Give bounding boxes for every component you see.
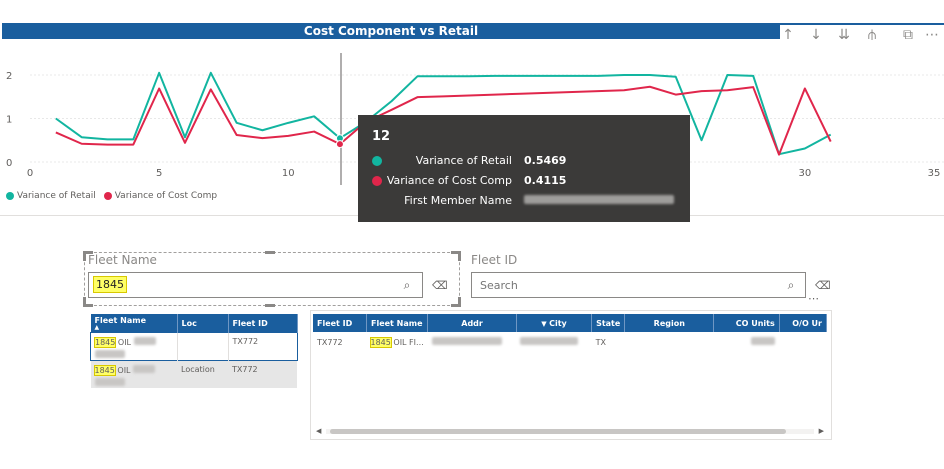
legend-label: Variance of Retail — [17, 191, 96, 201]
y-tick-label: 1 — [6, 115, 12, 126]
horizontal-scrollbar[interactable]: ◀ ▶ — [316, 427, 824, 436]
cell-city — [516, 332, 591, 352]
title-bar-accent — [780, 23, 944, 25]
fleet-details-table-viewport: Fleet ID Fleet Name Addr ▼ City State Re… — [313, 314, 827, 352]
cell-fleet-name: 1845 OIL — [91, 361, 178, 389]
series-line-cost-comp — [55, 85, 832, 156]
double-arrow-down-icon[interactable]: ⇊ — [838, 27, 850, 43]
y-tick-label: 2 — [6, 71, 12, 82]
fleet-id-slicer-title: Fleet ID — [471, 253, 518, 267]
tooltip-row-cost-comp: Variance of Cost Comp 0.4115 — [358, 171, 690, 191]
column-header-fleet-name[interactable]: Fleet Name ▲ — [90, 314, 178, 333]
hover-point-cost-comp — [335, 140, 344, 149]
legend-item-retail[interactable]: Variance of Retail — [6, 191, 96, 201]
column-header-fleet-id[interactable]: Fleet ID — [228, 314, 298, 333]
legend-label: Variance of Cost Comp — [114, 191, 218, 201]
fleet-details-table: Fleet ID Fleet Name Addr ▼ City State Re… — [313, 314, 827, 352]
x-tick-label: 30 — [798, 168, 811, 179]
column-header-city[interactable]: ▼ City — [516, 314, 593, 332]
scroll-right-icon[interactable]: ▶ — [818, 427, 824, 435]
redacted-value — [524, 194, 674, 207]
tooltip-value: 0.5469 — [524, 154, 567, 167]
chart-tooltip: 12 Variance of Retail 0.5469 Variance of… — [358, 115, 690, 222]
cell-co-units — [714, 332, 779, 352]
tooltip-label: First Member Name — [404, 194, 512, 207]
fleet-name-search-input[interactable]: 1845 — [88, 272, 423, 298]
x-tick-label: 0 — [27, 168, 33, 179]
tooltip-label: Variance of Cost Comp — [386, 174, 512, 187]
fleet-details-table-frame — [310, 310, 832, 440]
x-tick-label: 5 — [156, 168, 162, 179]
eraser-icon[interactable]: ⌫ — [432, 279, 448, 292]
tooltip-title: 12 — [372, 129, 391, 144]
series-lines — [55, 71, 832, 156]
y-axis-ticks: 0 1 2 — [6, 71, 12, 169]
series-dot-icon — [372, 176, 382, 186]
fleet-name-table: Fleet Name ▲ Loc Fleet ID 1845 OIL TX772… — [90, 314, 298, 388]
cell-fleet-name: 1845 OIL — [91, 333, 178, 361]
search-value: 1845 — [93, 276, 127, 293]
cell-region — [625, 332, 714, 352]
fleet-name-slicer-title: Fleet Name — [88, 253, 157, 267]
cell-loc: Location — [181, 365, 215, 374]
more-options-icon[interactable]: ⋯ — [925, 27, 939, 43]
legend-item-cost-comp[interactable]: Variance of Cost Comp — [103, 191, 218, 201]
search-icon[interactable]: ⌕ — [403, 278, 411, 292]
legend-dot-icon — [103, 192, 112, 200]
sort-descending-icon: ▼ — [541, 319, 550, 328]
chart-title: Cost Component vs Retail — [2, 23, 780, 39]
column-header-region[interactable]: Region — [624, 314, 715, 332]
tooltip-row-retail: Variance of Retail 0.5469 — [358, 151, 690, 171]
arrow-down-icon[interactable]: ↓ — [810, 27, 822, 43]
hover-markers — [335, 134, 344, 149]
search-icon[interactable]: ⌕ — [787, 278, 795, 292]
table-row[interactable]: 1845 OIL TX772 — [90, 332, 297, 361]
y-tick-label: 0 — [6, 158, 12, 169]
cell-fleet-id: TX772 — [227, 332, 297, 361]
series-line-retail — [55, 71, 832, 156]
cell-fleet-name: 1845 OIL FI... — [369, 336, 424, 348]
x-tick-label: 35 — [928, 168, 941, 179]
expand-hierarchy-icon[interactable]: ⫛ — [867, 27, 877, 43]
column-header-loc[interactable]: Loc — [177, 314, 229, 333]
eraser-icon[interactable]: ⌫ — [815, 279, 831, 292]
column-header-state[interactable]: State — [591, 314, 626, 332]
column-header-fleet-name[interactable]: Fleet Name — [366, 314, 429, 332]
line-chart[interactable]: 012 05101520253035 — [0, 40, 944, 185]
cell-fleet-id: TX772 — [317, 337, 343, 347]
legend-dot-icon — [6, 192, 14, 200]
tooltip-label: Variance of Retail — [415, 154, 512, 167]
table-row[interactable]: TX772 1845 OIL FI... TX — [313, 332, 827, 352]
chart-legend: Variance of Retail Variance of Cost Comp — [6, 191, 221, 201]
table-row[interactable]: 1845 OIL Location TX772 — [90, 360, 297, 389]
scrollbar-thumb[interactable] — [330, 429, 786, 434]
column-header-fleet-id[interactable]: Fleet ID — [313, 314, 367, 332]
tooltip-row-first-member: First Member Name — [358, 191, 690, 211]
sort-ascending-icon: ▲ — [94, 323, 100, 331]
column-header-addr[interactable]: Addr — [427, 314, 517, 332]
cell-fleet-id: TX772 — [232, 365, 258, 374]
focus-mode-icon[interactable]: ⧉ — [903, 27, 913, 43]
more-options-icon[interactable]: ⋯ — [808, 292, 819, 305]
scroll-left-icon[interactable]: ◀ — [316, 427, 322, 435]
cell-state: TX — [595, 337, 606, 347]
fleet-name-slicer-frame[interactable] — [83, 251, 461, 307]
column-header-co-units[interactable]: CO Units — [713, 314, 780, 332]
column-header-oo-units[interactable]: O/O Ur — [779, 314, 827, 332]
fleet-id-search-input[interactable] — [471, 272, 806, 298]
tooltip-value: 0.4115 — [524, 174, 567, 187]
cell-oo-units — [779, 332, 826, 352]
series-dot-icon — [372, 156, 382, 166]
cell-addr — [428, 332, 517, 352]
x-tick-label: 10 — [282, 168, 295, 179]
cell-loc — [176, 332, 228, 361]
arrow-up-icon[interactable]: ↑ — [782, 27, 794, 43]
